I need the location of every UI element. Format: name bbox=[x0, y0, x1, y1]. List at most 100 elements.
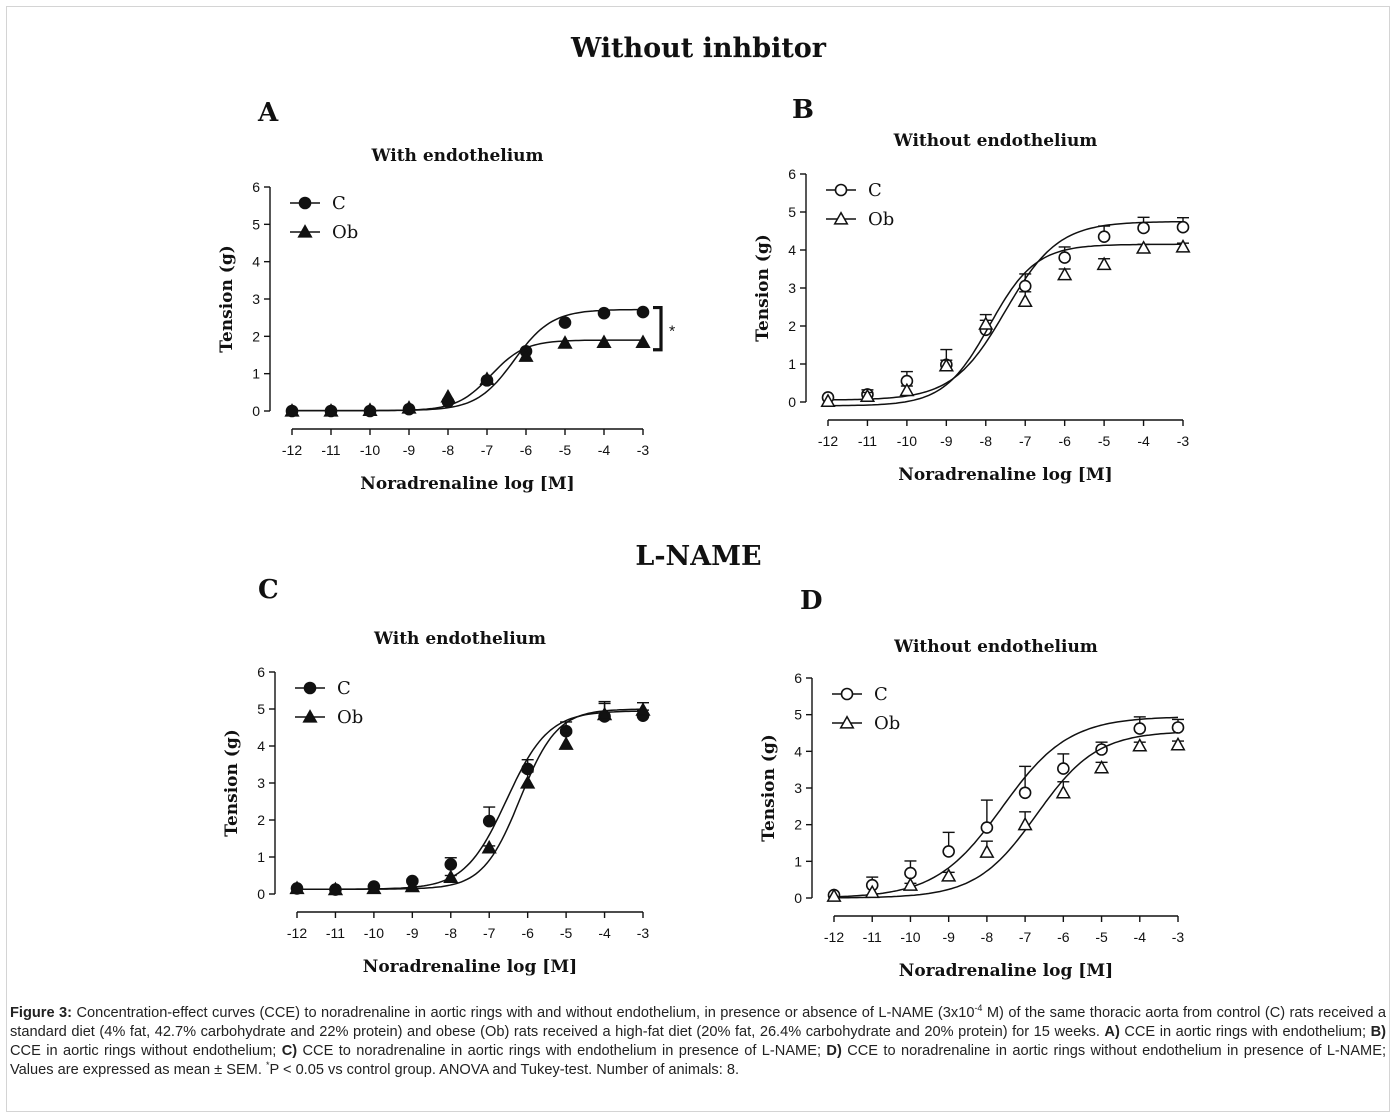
x-tick-label: -9 bbox=[406, 925, 419, 941]
caption-superscript-asterisk: * bbox=[265, 1060, 270, 1071]
caption-label-d: D) bbox=[826, 1043, 842, 1059]
caption-label: Figure 3: bbox=[10, 1005, 73, 1021]
y-tick-label: 3 bbox=[794, 780, 802, 796]
y-tick-label: 5 bbox=[788, 204, 796, 220]
fit-curve-c bbox=[833, 716, 1179, 898]
x-tick-label: -3 bbox=[1172, 929, 1185, 945]
legend-c: C bbox=[290, 193, 346, 214]
y-tick-label: 4 bbox=[794, 743, 802, 759]
panel-label-d: D bbox=[800, 586, 823, 616]
legend-marker bbox=[839, 715, 855, 729]
x-tick-label: -8 bbox=[980, 433, 993, 449]
legend-marker bbox=[303, 681, 317, 695]
data-point-c bbox=[1057, 762, 1070, 775]
data-point-c bbox=[1133, 722, 1147, 735]
y-tick-label: 1 bbox=[252, 366, 260, 382]
x-tick-label: -6 bbox=[1058, 433, 1071, 449]
data-point-c bbox=[1137, 221, 1150, 235]
x-tick-label: -6 bbox=[1057, 929, 1070, 945]
series-c bbox=[285, 305, 650, 418]
x-axis-label: Noradrenaline log [M] bbox=[899, 961, 1113, 981]
series-ob bbox=[284, 334, 651, 417]
legend-marker bbox=[834, 183, 848, 197]
x-tick-label: -3 bbox=[637, 442, 650, 458]
caption-label-c: C) bbox=[281, 1043, 298, 1059]
data-point-c bbox=[1171, 721, 1185, 734]
y-tick-label: 5 bbox=[794, 707, 802, 723]
x-tick-label: -10 bbox=[360, 442, 380, 458]
data-point-ob bbox=[1096, 256, 1112, 271]
data-point-ob bbox=[404, 878, 420, 893]
x-axis-label: Noradrenaline log [M] bbox=[898, 465, 1112, 485]
data-point-ob bbox=[978, 316, 994, 330]
caption-text-d: CCE to noradrenaline in aortic rings wit… bbox=[10, 1043, 1387, 1078]
y-tick-label: 0 bbox=[257, 886, 265, 902]
x-tick-label: -3 bbox=[637, 925, 650, 941]
data-point-ob bbox=[941, 868, 957, 882]
y-tick-label: 0 bbox=[788, 394, 796, 410]
data-point-ob bbox=[440, 388, 456, 403]
data-point-ob bbox=[635, 334, 651, 348]
data-point-c bbox=[1095, 743, 1108, 756]
panel-label-c: C bbox=[258, 575, 279, 605]
data-point-c bbox=[980, 821, 994, 834]
fit-curve-c bbox=[292, 308, 643, 412]
data-point-c bbox=[444, 858, 458, 871]
y-tick-label: 3 bbox=[788, 280, 796, 296]
legend-c: C bbox=[295, 678, 351, 699]
y-axis-label: Tension (g) bbox=[759, 734, 779, 842]
x-tick-label: -8 bbox=[981, 929, 994, 945]
y-tick-label: 6 bbox=[788, 166, 796, 182]
legend-ob: Ob bbox=[290, 222, 358, 243]
series-c bbox=[821, 216, 1190, 404]
data-point-ob bbox=[1175, 239, 1191, 253]
fit-curve-ob bbox=[827, 243, 1183, 407]
series-ob bbox=[289, 702, 651, 896]
data-point-ob bbox=[1170, 736, 1186, 751]
caption-text-1: Concentration-effect curves (CCE) to nor… bbox=[72, 1005, 975, 1021]
x-tick-label: -12 bbox=[287, 925, 307, 941]
data-point-ob bbox=[1093, 759, 1110, 774]
chart-title: With endothelium bbox=[370, 146, 543, 166]
data-point-c bbox=[482, 814, 496, 828]
x-tick-label: -7 bbox=[483, 925, 496, 941]
significance-asterisk: * bbox=[669, 324, 675, 341]
data-point-ob bbox=[558, 736, 574, 750]
x-tick-label: -7 bbox=[481, 442, 494, 458]
data-point-ob bbox=[826, 888, 842, 902]
data-point-ob bbox=[864, 884, 880, 899]
x-tick-label: -8 bbox=[442, 442, 455, 458]
legend-ob: Ob bbox=[832, 713, 900, 734]
y-tick-label: 4 bbox=[788, 242, 796, 258]
legend-c: C bbox=[826, 180, 882, 201]
x-tick-label: -8 bbox=[445, 925, 458, 941]
data-point-c bbox=[1018, 786, 1032, 800]
data-point-c bbox=[1176, 220, 1190, 234]
x-tick-label: -3 bbox=[1177, 433, 1190, 449]
caption-text-c: CCE to noradrenaline in aortic rings wit… bbox=[297, 1043, 827, 1059]
y-axis-label: Tension (g) bbox=[222, 729, 242, 837]
x-tick-label: -11 bbox=[863, 929, 882, 945]
data-point-ob bbox=[635, 702, 651, 716]
y-tick-label: 1 bbox=[788, 356, 796, 372]
y-tick-label: 2 bbox=[794, 817, 802, 833]
data-point-c bbox=[942, 845, 955, 858]
heading-l-name: L-NAME bbox=[635, 541, 762, 572]
x-tick-label: -11 bbox=[326, 925, 345, 941]
fit-curve-ob bbox=[834, 731, 1179, 899]
chart-d: Without endothelium 0 1 2 3 4 5 6 Tension (g) -12… bbox=[759, 637, 1186, 981]
figure-frame bbox=[6, 6, 1390, 1112]
y-tick-label: 6 bbox=[794, 670, 802, 686]
legend-label: Ob bbox=[874, 713, 900, 734]
legend-label: Ob bbox=[332, 222, 358, 243]
y-tick-label: 1 bbox=[257, 849, 265, 865]
legend-marker bbox=[298, 196, 312, 210]
data-point-ob bbox=[979, 844, 995, 858]
data-point-ob bbox=[938, 358, 954, 372]
data-point-ob bbox=[289, 880, 305, 895]
series-ob bbox=[826, 731, 1186, 902]
data-point-ob bbox=[443, 869, 459, 884]
x-tick-label: -5 bbox=[560, 925, 573, 941]
y-axis-label: Tension (g) bbox=[217, 245, 237, 353]
legend-ob: Ob bbox=[826, 209, 894, 230]
